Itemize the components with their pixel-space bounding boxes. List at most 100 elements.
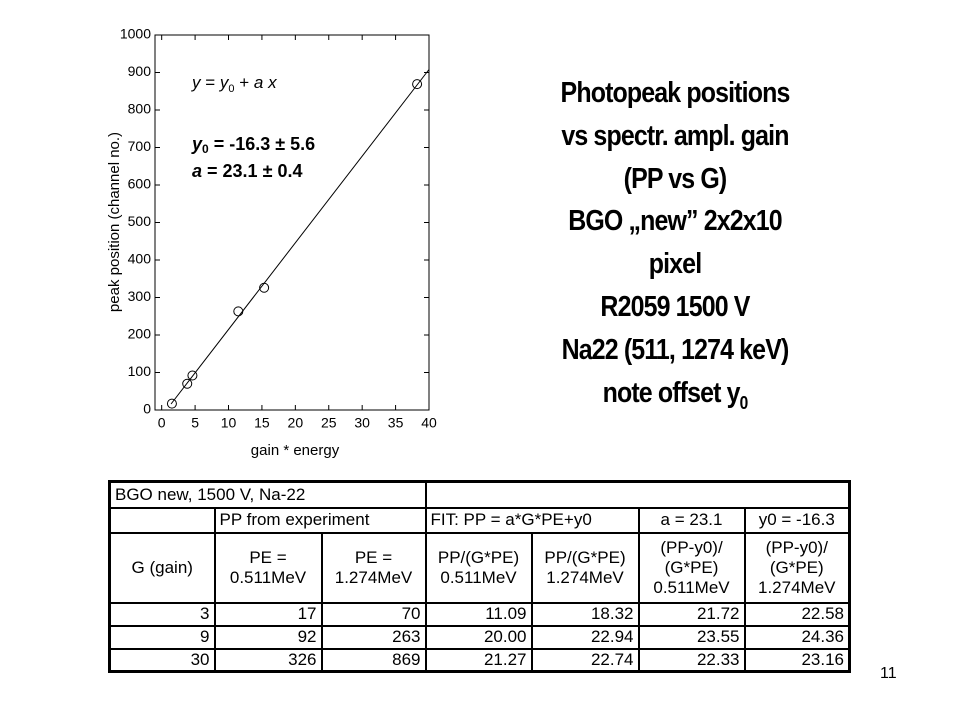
table-cell: 11.09 — [424, 601, 533, 627]
data-point — [412, 79, 423, 90]
x-tick-label: 25 — [321, 415, 337, 431]
table-cell: 17 — [213, 601, 323, 627]
header-line: (G*PE) — [664, 557, 719, 577]
fit-line — [170, 69, 430, 405]
ann-part: = 23.1 ± 0.4 — [202, 161, 302, 181]
y-tick-label: 500 — [128, 213, 152, 229]
ann-sub: 0 — [202, 142, 209, 156]
slide-text: Photopeak positions vs spectr. ampl. gain… — [480, 72, 870, 424]
table-cell: 22.94 — [530, 624, 640, 650]
header-line: (PP-y0)/ — [765, 537, 828, 557]
y-axis-label: peak position (channel no.) — [106, 132, 123, 312]
header-line: PE = — [354, 547, 393, 567]
header-line: (PP-y0)/ — [660, 537, 723, 557]
text-line: BGO „new” 2x2x10 — [568, 205, 782, 238]
table-cell: 20.00 — [424, 624, 533, 650]
text-line: pixel — [648, 248, 702, 281]
table-row: 3 17 70 11.09 18.32 21.72 22.58 — [108, 601, 851, 627]
table-cell: 23.16 — [743, 647, 851, 673]
text-line: Photopeak positions — [560, 77, 791, 109]
eq-part: y — [191, 73, 202, 92]
x-tick-label: 40 — [421, 415, 437, 431]
table-cell: 21.72 — [637, 601, 746, 627]
table-cell: 3 — [108, 601, 216, 627]
header-line: 0.511MeV — [653, 577, 730, 597]
y-tick-label: 600 — [128, 176, 152, 192]
header-line: 1.274MeV — [758, 577, 836, 597]
table-cell: 22.58 — [743, 601, 851, 627]
x-tick-label: 30 — [354, 415, 370, 431]
table-cell: 326 — [213, 647, 323, 673]
table-cell: 30 — [108, 647, 216, 673]
header-line: PP/(G*PE) — [544, 547, 626, 567]
header-cell: PE = 0.511MeV — [213, 531, 323, 604]
text-line: note offset y0 — [507, 372, 842, 425]
group-cell: y0 = -16.3 — [743, 506, 851, 534]
header-cell: (PP-y0)/(G*PE) 0.511MeV — [637, 531, 746, 604]
chart: gain * energy peak position (channel no.… — [106, 26, 437, 459]
x-tick-label: 20 — [288, 415, 304, 431]
eq-part: = — [201, 73, 220, 92]
y-tick-label: 900 — [128, 63, 152, 79]
table-row: 9 92 263 20.00 22.94 23.55 24.36 — [108, 624, 851, 650]
table-row: G (gain) PE = 0.511MeV PE = 1.274MeV PP/(G*PE… — [108, 531, 851, 604]
text-line: vs spectr. ampl. gain — [561, 119, 789, 152]
data-point — [166, 398, 177, 409]
data-point — [259, 282, 270, 293]
y-tick-label: 400 — [128, 251, 152, 267]
header-cell: PP/(G*PE) 1.274MeV — [530, 531, 640, 604]
table-cell: 869 — [320, 647, 427, 673]
header-cell: PE = 1.274MeV — [320, 531, 427, 604]
group-cell: PP from experiment — [213, 506, 427, 534]
table-cell: 24.36 — [743, 624, 851, 650]
table-cell: 70 — [320, 601, 427, 627]
group-cell: a = 23.1 — [637, 506, 746, 534]
slope-annotation: a = 23.1 ± 0.4 — [192, 161, 302, 181]
y-tick-label: 800 — [128, 101, 152, 117]
header-line: 1.274MeV — [546, 567, 624, 587]
text-part: note offset y — [602, 376, 741, 409]
data-point — [233, 306, 244, 317]
table-cell — [108, 506, 216, 534]
eq-part: + — [235, 73, 254, 92]
header-line: G (gain) — [131, 557, 193, 577]
eq-part: y — [219, 73, 230, 92]
equation: y = y0 + a x — [191, 73, 277, 94]
ann-part: a — [192, 161, 202, 181]
table-row: BGO new, 1500 V, Na-22 — [108, 480, 851, 509]
table-cell: 21.27 — [424, 647, 533, 673]
page-number: 11 — [880, 665, 897, 682]
header-cell: (PP-y0)/(G*PE) 1.274MeV — [743, 531, 851, 604]
header-line: 1.274MeV — [334, 567, 413, 587]
y-tick-label: 700 — [128, 138, 152, 154]
table-cell: 23.55 — [637, 624, 746, 650]
x-tick-label: 10 — [221, 415, 237, 431]
table-cell: 92 — [213, 624, 323, 650]
group-cell: FIT: PP = a*G*PE+y0 — [424, 506, 640, 534]
table-cell: 263 — [320, 624, 427, 650]
eq-part: a — [254, 73, 263, 92]
table-row: PP from experiment FIT: PP = a*G*PE+y0 a =… — [108, 506, 851, 534]
header-line: PP/(G*PE) — [437, 547, 520, 567]
y-tick-label: 100 — [128, 363, 152, 379]
table-title: BGO new, 1500 V, Na-22 — [108, 480, 427, 509]
data-table: BGO new, 1500 V, Na-22 PP from experiment… — [108, 480, 851, 673]
ann-part: y — [191, 134, 203, 154]
header-line: 0.511MeV — [229, 567, 307, 587]
y-tick-label: 300 — [128, 288, 152, 304]
header-line: 0.511MeV — [440, 567, 517, 587]
x-axis-label: gain * energy — [251, 442, 340, 459]
offset-annotation: y0 = -16.3 ± 5.6 — [191, 134, 315, 156]
x-tick-label: 35 — [388, 415, 404, 431]
text-line: Na22 (511, 1274 keV) — [561, 333, 790, 366]
table-cell: 22.33 — [637, 647, 746, 673]
y-tick-label: 1000 — [120, 26, 151, 42]
data-point — [187, 370, 198, 381]
eq-part: x — [263, 73, 277, 92]
table-cell — [424, 480, 851, 509]
text-line: R2059 1500 V — [600, 290, 750, 323]
y-tick-label: 200 — [128, 326, 152, 342]
header-cell: G (gain) — [108, 531, 216, 604]
header-cell: PP/(G*PE) 0.511MeV — [424, 531, 533, 604]
